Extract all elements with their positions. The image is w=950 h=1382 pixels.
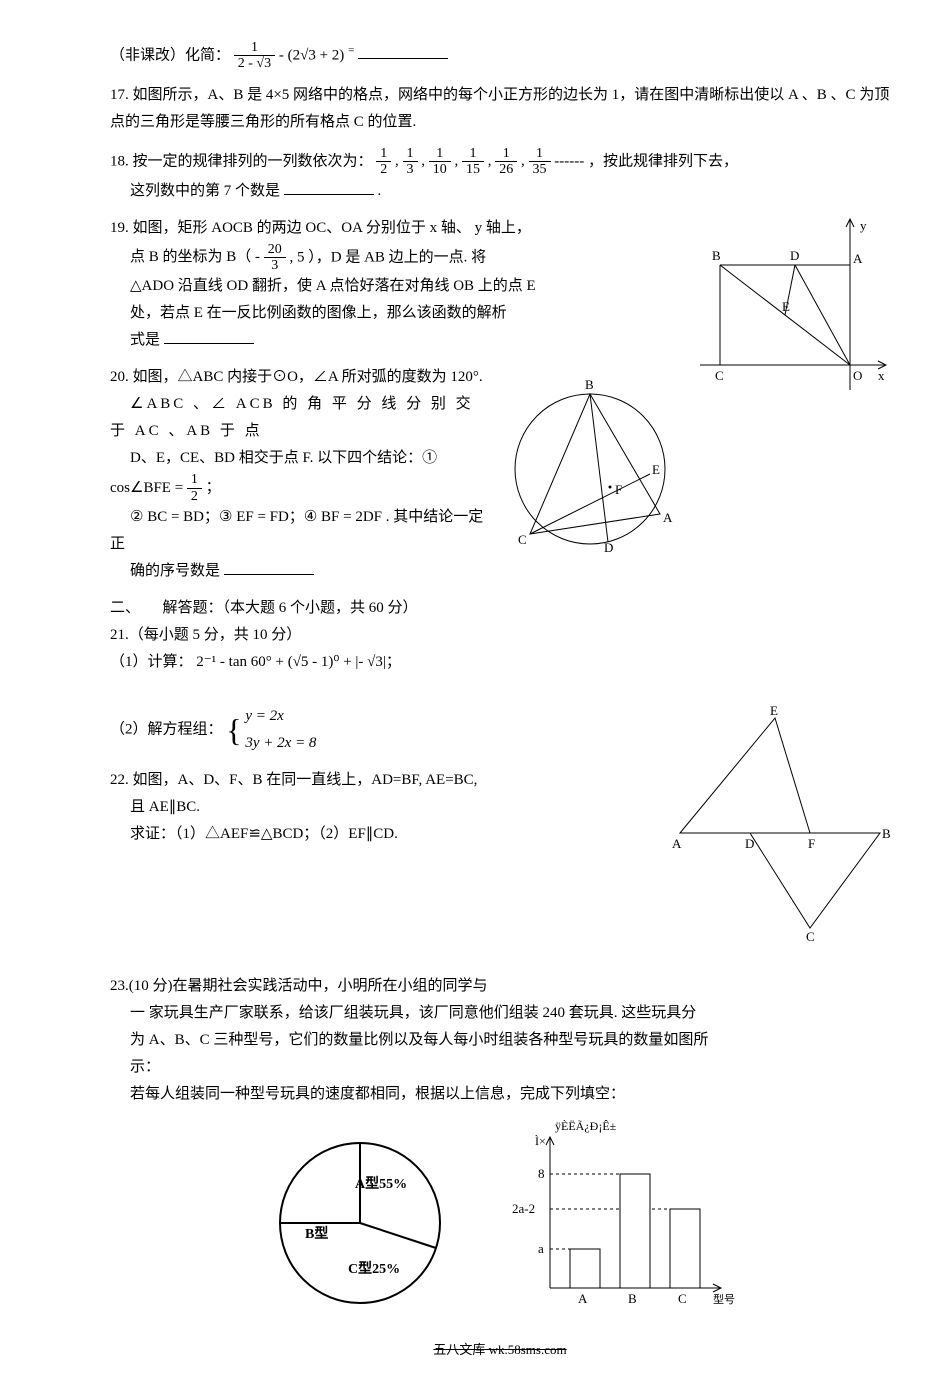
svg-text:D: D	[604, 540, 613, 555]
svg-text:D: D	[790, 248, 799, 263]
problem-17: 17. 如图所示，A、B 是 4×5 网络中的格点，网络中的每个小正方形的边长为…	[110, 82, 890, 136]
svg-text:E: E	[770, 703, 778, 718]
figure-20: B A C D E F	[500, 374, 680, 574]
svg-text:B: B	[712, 248, 721, 263]
pie-chart: A型55% B型 C型25%	[260, 1118, 460, 1318]
problem-19: y x O A B C D E 19. 如图，矩形 AOCB 的两边 OC、OA…	[110, 215, 890, 355]
svg-text:Ì×: Ì×	[535, 1134, 546, 1148]
svg-text:型号: 型号	[713, 1292, 735, 1306]
svg-text:A: A	[578, 1291, 588, 1306]
answer-blank[interactable]	[358, 43, 448, 59]
svg-text:C: C	[678, 1291, 687, 1306]
svg-text:E: E	[782, 299, 790, 314]
svg-text:ÿÈËÃ¿Ð¡Ê±: ÿÈËÃ¿Ð¡Ê±	[555, 1119, 617, 1133]
svg-text:B型: B型	[305, 1225, 328, 1242]
svg-text:B: B	[585, 377, 594, 392]
svg-text:E: E	[652, 462, 660, 477]
sequence: 12 , 13 , 110 , 115 , 126 , 135	[376, 153, 550, 169]
svg-text:a: a	[538, 1241, 544, 1256]
charts-row: A型55% B型 C型25% ÿÈËÃ¿Ð¡Ê± Ì× 8 2a-2 a A B…	[110, 1118, 890, 1318]
svg-text:F: F	[615, 482, 622, 497]
svg-text:C: C	[806, 929, 815, 944]
svg-text:8: 8	[538, 1166, 545, 1181]
problem-20: B A C D E F 20. 如图，△ABC 内接于⊙O，∠A 所对弧的度数为…	[110, 364, 890, 585]
svg-text:2a-2: 2a-2	[512, 1201, 535, 1216]
answer-blank-20[interactable]	[224, 559, 314, 575]
section-2: 二、 解答题：（本大题 6 个小题，共 60 分） 21.（每小题 5 分，共 …	[110, 595, 890, 757]
problem-22: 22. 如图，A、D、F、B 在同一直线上，AD=BF, AE=BC, 且 AE…	[110, 767, 890, 848]
svg-text:A: A	[853, 251, 863, 266]
problem-23: 23.(10 分)在暑期社会实践活动中，小明所在小组的同学与 一 家玩具生产厂家…	[110, 973, 890, 1108]
svg-text:C型25%: C型25%	[348, 1260, 400, 1277]
problem-18: 18. 按一定的规律排列的一列数依次为： 12 , 13 , 110 , 115…	[110, 146, 890, 205]
bar-chart: ÿÈËÃ¿Ð¡Ê± Ì× 8 2a-2 a A B C 型号	[500, 1118, 740, 1318]
svg-text:C: C	[518, 532, 527, 547]
answer-blank-19[interactable]	[164, 328, 254, 344]
svg-text:A: A	[663, 510, 673, 525]
svg-text:y: y	[860, 218, 867, 233]
answer-blank-18[interactable]	[284, 179, 374, 195]
svg-text:B: B	[628, 1291, 637, 1306]
frac-1: 1 2 - √3	[234, 40, 275, 72]
p18-lead: 18. 按一定的规律排列的一列数依次为：	[110, 153, 373, 169]
footer: 五八文库 wk.58sms.com	[110, 1338, 890, 1361]
problem-simplify: （非课改）化简： 1 2 - √3 - (2√3 + 2) =	[110, 40, 890, 72]
p16-prefix: （非课改）化简：	[110, 47, 230, 63]
svg-text:A型55%: A型55%	[355, 1175, 407, 1192]
